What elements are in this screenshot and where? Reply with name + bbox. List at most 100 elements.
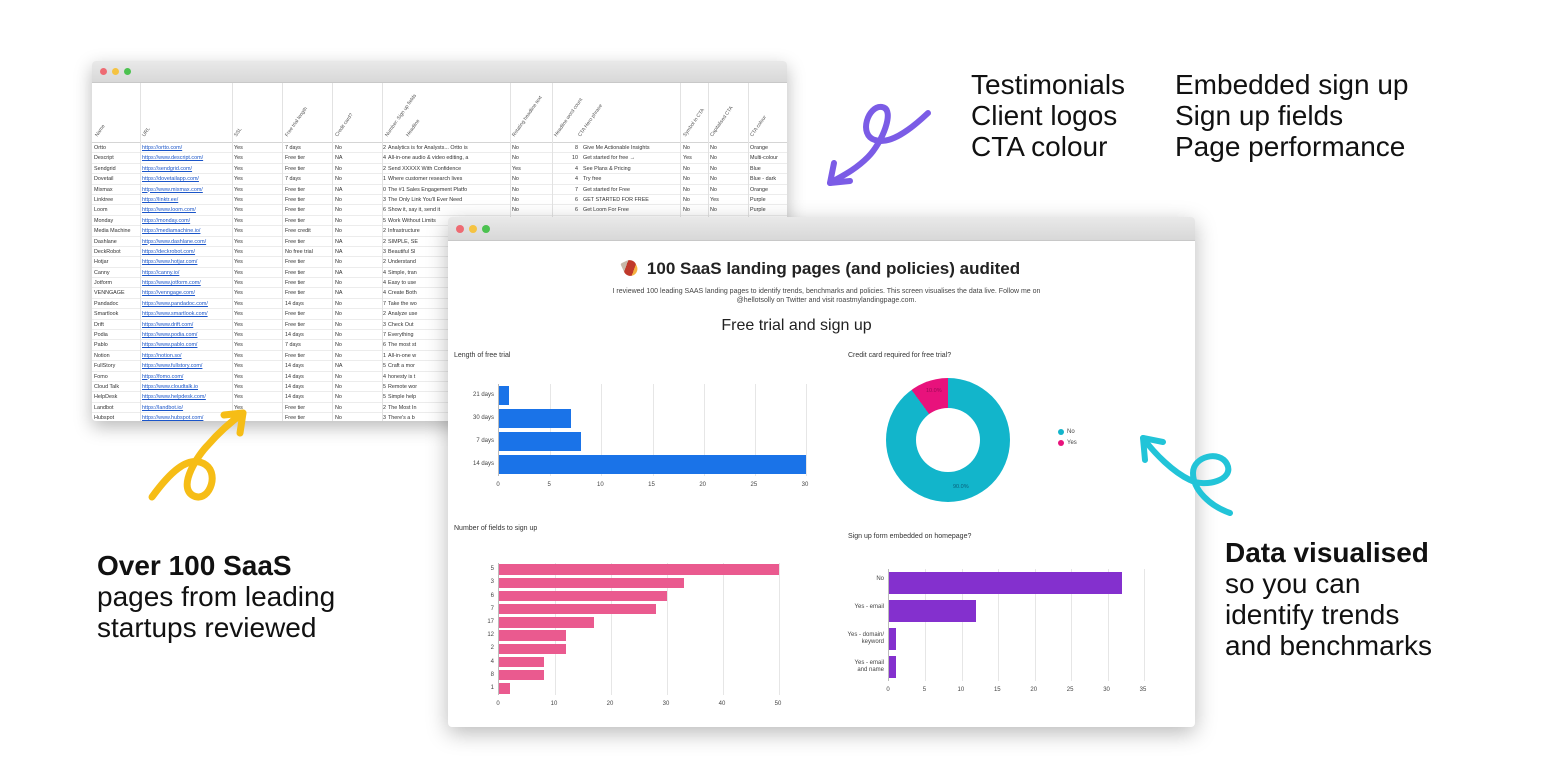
url-link[interactable]: https://www.pandadoc.com/ [142, 300, 208, 307]
table-cell: Yes [234, 238, 243, 245]
table-row[interactable]: Linktree https://linktr.ee/Yes Free tier No… [92, 195, 787, 206]
url-link[interactable]: https://www.loom.com/ [142, 207, 196, 214]
table-row[interactable]: Sendgrid https://sendgrid.com/Yes Free tie… [92, 164, 787, 175]
bar[interactable] [499, 630, 567, 641]
maximize-window-button[interactable] [124, 68, 131, 75]
bar[interactable] [499, 604, 656, 615]
url-link[interactable]: https://www.podia.com/ [142, 332, 198, 339]
column-header[interactable]: Free trial length [284, 106, 309, 138]
table-row[interactable]: Jotform https://www.jotform.com/Yes Free t… [92, 278, 787, 289]
maximize-window-button[interactable] [482, 224, 490, 233]
url-link[interactable]: https://www.helpdesk.com/ [142, 394, 206, 401]
bar[interactable] [499, 564, 779, 575]
url-link[interactable]: https://www.mixmax.com/ [142, 186, 203, 193]
bar[interactable] [889, 571, 1123, 595]
table-row[interactable]: VENNGAGE https://venngage.com/Yes Free tie… [92, 288, 787, 299]
minimize-window-button[interactable] [469, 224, 477, 233]
table-row[interactable]: Smartlook https://www.smartlook.com/Yes Fr… [92, 309, 787, 320]
url-link[interactable]: https://ortto.com/ [142, 145, 183, 151]
column-header[interactable]: Symbol in CTA [682, 107, 706, 138]
bar[interactable] [499, 670, 544, 681]
table-row[interactable]: Descript https://www.descript.com/Yes Free… [92, 153, 787, 164]
column-header[interactable]: Credit card? [334, 112, 355, 138]
table-row[interactable]: Ortto https://ortto.com/Yes 7 days No 2 Analy… [92, 143, 787, 154]
minimize-window-button[interactable] [112, 68, 119, 75]
table-cell: Loom [94, 207, 108, 214]
table-row[interactable]: Landbot https://landbot.io/Yes Free tier No… [92, 403, 787, 414]
table-row[interactable]: Fomo https://fomo.com/Yes 14 days No 4 honest… [92, 372, 787, 382]
close-window-button[interactable] [456, 224, 464, 233]
url-link[interactable]: https://www.fullstory.com/ [142, 363, 203, 370]
bar[interactable] [499, 643, 567, 654]
bar[interactable] [889, 655, 897, 679]
url-link[interactable]: https://notion.so/ [142, 352, 182, 359]
x-tick-label: 20 [1030, 687, 1038, 693]
close-window-button[interactable] [100, 68, 107, 75]
bar[interactable] [499, 683, 511, 694]
table-cell: DeckRobot [94, 248, 121, 255]
url-link[interactable]: https://www.hubspot.com/ [142, 415, 204, 421]
column-header[interactable]: CTA Hero phrase [577, 103, 604, 138]
bar[interactable] [499, 656, 544, 668]
table-cell: Understand [388, 259, 416, 266]
bar[interactable] [499, 386, 510, 405]
table-row[interactable]: Dashlane https://www.dashlane.com/Yes Free… [92, 237, 787, 247]
table-row[interactable]: Notion https://notion.so/Yes Free tier No 1 A… [92, 351, 787, 362]
table-row[interactable]: Monday https://monday.com/Yes Free tier No 5… [92, 216, 787, 227]
bar[interactable] [499, 409, 571, 428]
column-header[interactable]: CTA colour [749, 114, 768, 138]
table-cell: Free tier [285, 404, 306, 411]
url-link[interactable]: https://landbot.io/ [142, 404, 184, 411]
url-link[interactable]: https://www.jotform.com/ [142, 280, 201, 287]
column-header[interactable]: Name [94, 123, 107, 138]
table-row[interactable]: Pablo https://www.pablo.com/Yes 7 days No 6 T… [92, 340, 787, 351]
url-link[interactable]: https://linktr.ee/ [142, 196, 179, 203]
bar[interactable] [499, 617, 595, 628]
column-header[interactable]: Rotating headline text [511, 94, 544, 138]
legend-item[interactable]: No [1058, 426, 1077, 437]
url-link[interactable]: https://dovetailapp.com/ [142, 176, 199, 183]
url-link[interactable]: https://canny.io/ [142, 269, 180, 276]
bar[interactable] [889, 599, 977, 623]
table-row[interactable]: DeckRobot https://deckrobot.com/Yes No fre… [92, 247, 787, 258]
url-link[interactable]: https://www.dashlane.com/ [142, 238, 207, 245]
url-link[interactable]: https://venngage.com/ [142, 290, 196, 297]
table-cell: 6 [575, 196, 578, 203]
table-row[interactable]: Loom https://www.loom.com/Yes Free tier No 6… [92, 205, 787, 216]
legend-item[interactable]: Yes [1058, 437, 1077, 448]
url-link[interactable]: https://www.descript.com/ [142, 155, 204, 162]
url-link[interactable]: https://www.hotjar.com/ [142, 259, 198, 266]
table-row[interactable]: Canny https://canny.io/Yes Free tier NA 4 Sim… [92, 268, 787, 279]
feature-item: Sign up fields [1175, 100, 1344, 131]
bar[interactable] [889, 627, 897, 651]
table-row[interactable]: Pandadoc https://www.pandadoc.com/Yes 14 d… [92, 299, 787, 310]
column-header[interactable]: Headline [405, 118, 422, 138]
url-link[interactable]: https://monday.com/ [142, 217, 191, 224]
url-link[interactable]: https://fomo.com/ [142, 373, 184, 380]
table-row[interactable]: Drift https://www.drift.com/Yes Free tier N… [92, 320, 787, 331]
column-header[interactable]: Capitalised CTA [709, 105, 735, 138]
gridline [1071, 569, 1073, 681]
bar[interactable] [499, 590, 667, 602]
url-link[interactable]: https://www.pablo.com/ [142, 342, 198, 349]
table-row[interactable]: Media Machine https://mediamachine.io/Yes… [92, 226, 787, 237]
bar[interactable] [499, 455, 806, 474]
table-cell: 1 [383, 176, 386, 183]
url-link[interactable]: https://mediamachine.io/ [142, 228, 201, 235]
table-row[interactable]: FullStory https://www.fullstory.com/Yes 14… [92, 361, 787, 372]
table-row[interactable]: Dovetail https://dovetailapp.com/Yes 7 day… [92, 174, 787, 185]
bar[interactable] [499, 432, 581, 451]
table-row[interactable]: Podia https://www.podia.com/Yes 14 days No 7… [92, 330, 787, 341]
url-link[interactable]: https://sendgrid.com/ [142, 165, 193, 172]
url-link[interactable]: https://www.drift.com/ [142, 321, 194, 328]
table-row[interactable]: Mixmax https://www.mixmax.com/Yes Free tie… [92, 185, 787, 195]
bar[interactable] [499, 577, 684, 588]
table-row[interactable]: HelpDesk https://www.helpdesk.com/Yes 14 d… [92, 392, 787, 403]
url-link[interactable]: https://www.smartlook.com/ [142, 311, 208, 318]
column-header[interactable]: URL [141, 126, 152, 138]
url-link[interactable]: https://www.cloudtalk.io [142, 383, 199, 390]
url-link[interactable]: https://deckrobot.com/ [142, 248, 196, 255]
table-row[interactable]: Hotjar https://www.hotjar.com/Yes Free tie… [92, 257, 787, 268]
column-header[interactable]: SSL [233, 126, 244, 138]
table-row[interactable]: Cloud Talk https://www.cloudtalk.io Yes 14 … [92, 382, 787, 393]
